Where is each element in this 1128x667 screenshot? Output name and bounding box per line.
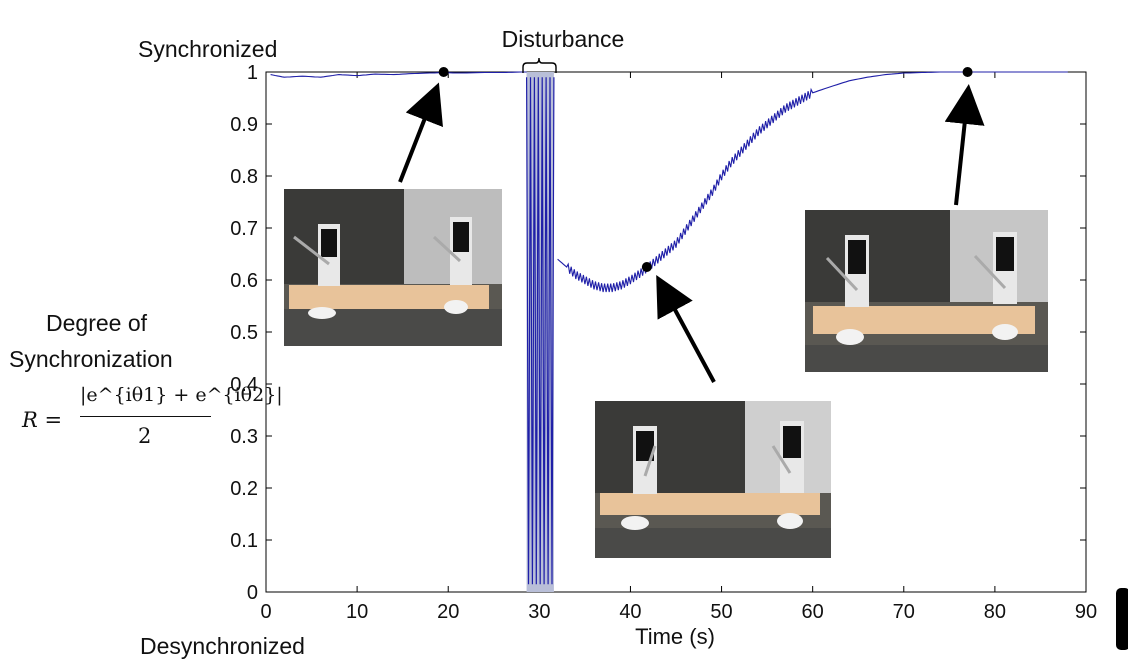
x-tick-label: 30	[528, 601, 550, 623]
disturbance-region	[525, 72, 555, 592]
x-tick-label: 10	[346, 601, 368, 623]
x-tick-label: 60	[802, 601, 824, 623]
metronomes-recovering-photo	[595, 401, 831, 558]
marker-dot	[962, 67, 973, 77]
metronomes-resynchronized-photo	[805, 210, 1048, 372]
pointer-arrow	[656, 274, 716, 383]
y-tick-label: 0.9	[230, 114, 258, 136]
y-tick-label: 0.4	[230, 374, 258, 396]
x-tick-label: 90	[1075, 601, 1097, 623]
y-tick-label: 0.2	[230, 478, 258, 500]
series-lines	[270, 71, 1068, 293]
marker-dot	[438, 67, 449, 77]
synchronized-label: Synchronized	[138, 36, 278, 62]
markers	[438, 67, 973, 272]
y-tick-label: 0.6	[230, 270, 258, 292]
disturbance-label: Disturbance	[502, 26, 625, 52]
edge-black-box	[1116, 588, 1128, 650]
disturbance-brace	[522, 57, 557, 73]
disturbance-oscillation	[525, 77, 555, 585]
x-tick-label: 20	[437, 601, 459, 623]
x-tick-label: 50	[710, 601, 732, 623]
y-tick-label: 0.1	[230, 530, 258, 552]
y-axis-title-line1: Degree of	[46, 310, 148, 336]
series-line	[557, 71, 1068, 293]
y-tick-label: 0.7	[230, 218, 258, 240]
desynchronized-label: Desynchronized	[140, 633, 305, 659]
pointer-arrow	[398, 82, 443, 183]
x-tick-label: 40	[619, 601, 641, 623]
marker-dot	[641, 262, 652, 272]
y-tick-label: 0.3	[230, 426, 258, 448]
y-tick-label: 0.5	[230, 322, 258, 344]
formula-numerator: |e^{iθ1} + e^{iθ2}|	[80, 384, 283, 406]
formula-denominator: 2	[138, 424, 152, 448]
tick-labels: 0 10 20 30 40 50 60 70 80 90 0 0.1 0.2 0.3 0.4 0.5 0.6 0.…	[230, 62, 1097, 623]
pointer-arrow	[944, 84, 985, 206]
metronomes-synchronized-photo	[284, 189, 502, 346]
formula-fraction-bar	[80, 416, 211, 417]
axis-ticks	[265, 71, 1087, 593]
series-line	[270, 71, 527, 78]
x-axis-label: Time (s)	[635, 624, 715, 649]
x-tick-label: 70	[893, 601, 915, 623]
y-tick-label: 0	[247, 582, 258, 604]
y-tick-label: 0.8	[230, 166, 258, 188]
x-tick-label: 80	[984, 601, 1006, 623]
x-tick-label: 0	[260, 601, 271, 623]
y-tick-label: 1	[247, 62, 258, 84]
y-axis-title-line2: Synchronization	[9, 346, 173, 372]
arrows	[398, 82, 985, 383]
formula-lhs: R =	[22, 408, 63, 432]
